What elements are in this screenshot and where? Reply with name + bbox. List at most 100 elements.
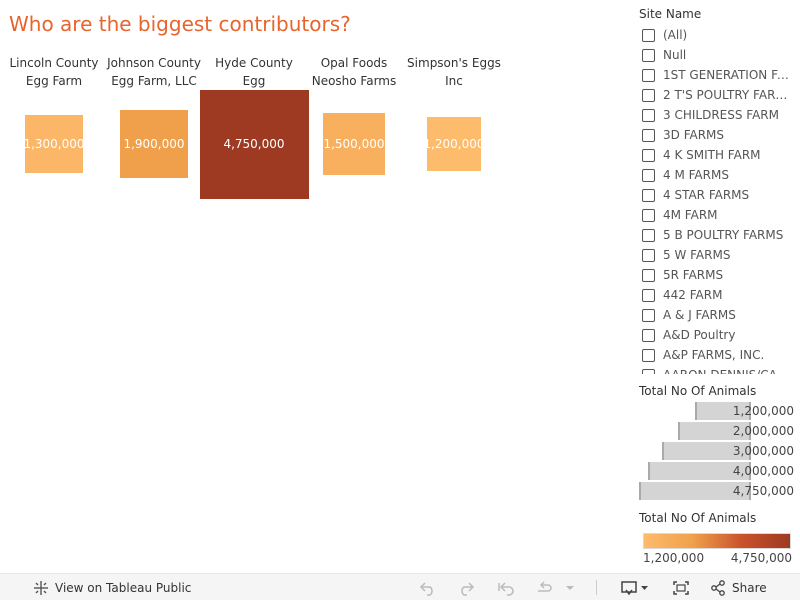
filter-item-label: A&D Poultry	[663, 328, 736, 342]
filter-item[interactable]: 4 K SMITH FARM	[639, 145, 800, 165]
size-legend-title: Total No Of Animals	[639, 384, 757, 398]
category-label-line: Opal Foods	[320, 56, 388, 70]
filter-item-label: 5 B POULTRY FARMS	[663, 228, 784, 242]
filter-item[interactable]: 2 T'S POULTRY FARMS	[639, 85, 800, 105]
filter-checkbox[interactable]	[642, 228, 655, 242]
square-value-label: 4,750,000	[223, 137, 285, 151]
filter-item[interactable]: 4 M FARMS	[639, 165, 800, 185]
undo-icon	[419, 582, 433, 596]
category-label-line: Simpson's Eggs	[407, 56, 501, 70]
color-legend: Total No Of Animals 1,200,000 4,750,000	[639, 509, 800, 569]
filter-item-label: Null	[663, 48, 687, 62]
download-icon	[621, 581, 648, 596]
category-label: Simpson's Eggs Inc	[404, 54, 504, 90]
size-legend-label: 4,750,000	[732, 484, 794, 498]
refresh-button[interactable]	[535, 579, 553, 597]
category-label-line: Neosho Farms	[311, 74, 397, 88]
view-on-tableau-label: View on Tableau Public	[55, 581, 192, 595]
share-label: Share	[732, 581, 767, 595]
filter-item[interactable]: 4M FARM	[639, 205, 800, 225]
undo-button[interactable]	[419, 579, 437, 597]
filter-checkbox[interactable]	[642, 148, 655, 162]
download-button[interactable]	[620, 579, 650, 597]
filter-checkbox[interactable]	[642, 248, 655, 262]
filter-item[interactable]: 5 W FARMS	[639, 245, 800, 265]
filter-checkbox[interactable]	[642, 208, 655, 222]
filter-item[interactable]: 5 B POULTRY FARMS	[639, 225, 800, 245]
filter-checkbox[interactable]	[642, 108, 655, 122]
contributor-square[interactable]: 4,750,000	[199, 89, 309, 199]
filter-item[interactable]: 442 FARM	[639, 285, 800, 305]
size-legend-bar	[694, 402, 751, 420]
filter-item[interactable]: 3 CHILDRESS FARM	[639, 105, 800, 125]
filter-checkbox[interactable]	[642, 88, 655, 102]
color-legend-title: Total No Of Animals	[639, 511, 757, 525]
fullscreen-icon	[673, 581, 689, 595]
filter-checkbox[interactable]	[642, 368, 655, 374]
filter-checkbox[interactable]	[642, 188, 655, 202]
redo-button[interactable]	[457, 579, 475, 597]
filter-item-label: (All)	[663, 28, 688, 42]
filter-checkbox[interactable]	[642, 348, 655, 362]
filter-item[interactable]: 1ST GENERATION FA...	[639, 65, 800, 85]
filter-item-label: 3 CHILDRESS FARM	[663, 108, 779, 122]
tableau-logo-icon	[34, 581, 48, 595]
filter-item[interactable]: A&P FARMS, INC.	[639, 345, 800, 365]
filter-checkbox[interactable]	[642, 288, 655, 302]
filter-item[interactable]: A & J FARMS	[639, 305, 800, 325]
size-legend-row: 2,000,000	[639, 422, 800, 440]
share-button[interactable]: Share	[710, 579, 767, 597]
refresh-dropdown[interactable]	[565, 579, 575, 597]
toolbar-divider	[596, 580, 597, 595]
filter-item-label: 4M FARM	[663, 208, 718, 222]
tableau-toolbar: View on Tableau Public	[0, 573, 800, 600]
size-legend-label: 1,200,000	[732, 404, 794, 418]
filter-item[interactable]: Null	[639, 45, 800, 65]
filter-item[interactable]: 4 STAR FARMS	[639, 185, 800, 205]
filter-checkbox[interactable]	[642, 308, 655, 322]
filter-item[interactable]: 5R FARMS	[639, 265, 800, 285]
filter-checkbox[interactable]	[642, 268, 655, 282]
filter-item[interactable]: 3D FARMS	[639, 125, 800, 145]
category-label-line: Johnson County	[107, 56, 201, 70]
filter-item-label: 5 W FARMS	[663, 248, 731, 262]
square-value-label: 1,900,000	[123, 136, 185, 151]
filter-checkbox[interactable]	[642, 328, 655, 342]
size-legend-bar	[661, 442, 751, 460]
size-legend-label: 3,000,000	[732, 444, 794, 458]
filter-checkbox[interactable]	[642, 128, 655, 142]
category-label: Johnson County Egg Farm, LLC	[104, 54, 204, 90]
filter-checkbox[interactable]	[642, 168, 655, 182]
filter-item[interactable]: A&D Poultry	[639, 325, 800, 345]
square-value-label: 1,300,000	[25, 136, 83, 151]
size-legend-row: 3,000,000	[639, 442, 800, 460]
size-legend-row: 1,200,000	[639, 402, 800, 420]
color-legend-min: 1,200,000	[643, 551, 705, 565]
filter-scrollbar[interactable]	[796, 25, 800, 365]
filter-checkbox[interactable]	[642, 28, 655, 42]
fullscreen-button[interactable]	[672, 579, 690, 597]
size-legend-row: 4,000,000	[639, 462, 800, 480]
size-legend-row: 4,750,000	[639, 482, 800, 500]
contributor-square[interactable]: 1,900,000	[119, 109, 189, 179]
filter-checkbox[interactable]	[642, 48, 655, 62]
size-legend-bar	[648, 462, 751, 480]
contributor-square[interactable]: 1,200,000	[426, 116, 482, 172]
filter-item-label: 4 STAR FARMS	[663, 188, 750, 202]
square-value-label: 1,200,000	[426, 136, 482, 151]
contributor-square[interactable]: 1,300,000	[25, 115, 83, 173]
filter-item-label: 2 T'S POULTRY FARMS	[663, 88, 791, 102]
filter-item[interactable]: AARON DENNIS/CAR...	[639, 365, 800, 374]
filter-item-label: 442 FARM	[663, 288, 723, 302]
contributor-square[interactable]: 1,500,000	[323, 113, 385, 175]
category-label: Opal Foods Neosho Farms	[304, 54, 404, 90]
filter-item-label: A&P FARMS, INC.	[663, 348, 765, 362]
view-on-tableau-link[interactable]: View on Tableau Public	[33, 579, 191, 597]
site-name-filter: Site Name (All) Null 1ST GENERATION FA... 2…	[639, 5, 800, 374]
filter-item-label: 4 M FARMS	[663, 168, 729, 182]
color-legend-max: 4,750,000	[730, 551, 792, 565]
revert-button[interactable]	[497, 579, 515, 597]
filter-checkbox[interactable]	[642, 68, 655, 82]
size-legend-bar	[639, 482, 751, 500]
filter-item[interactable]: (All)	[639, 25, 800, 45]
